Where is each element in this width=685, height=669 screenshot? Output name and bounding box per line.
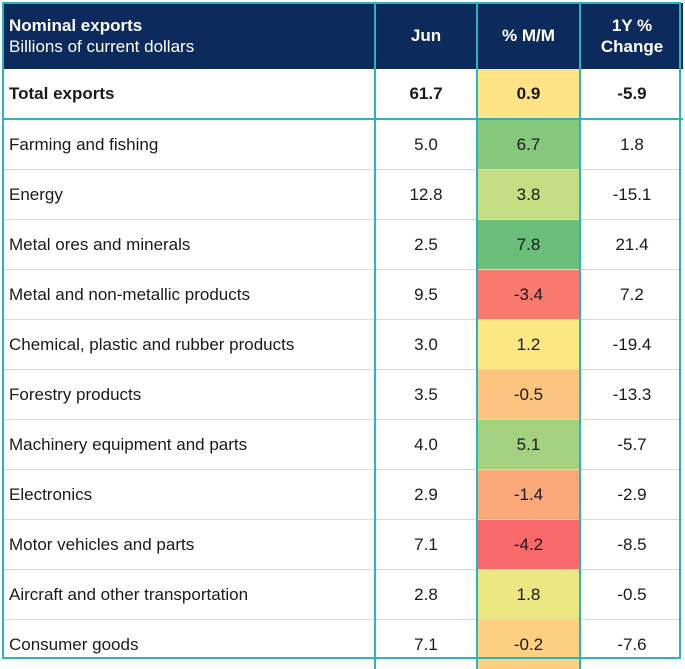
jun-value-cell: 3.5 — [375, 370, 477, 420]
jun-value-cell: 5.0 — [375, 119, 477, 170]
category-name-cell: Electronics — [3, 470, 375, 520]
mm-change-cell: 6.7 — [477, 119, 580, 170]
mm-change-cell: 0.9 — [477, 69, 580, 119]
table-subtitle: Billions of current dollars — [9, 36, 374, 57]
mm-change-cell: 1.2 — [477, 320, 580, 370]
category-name-cell: Total exports — [3, 69, 375, 119]
col-header-yy-line1: 1Y % — [612, 16, 652, 35]
jun-value-cell: 2.8 — [375, 570, 477, 620]
yy-change-cell: -15.1 — [580, 170, 683, 220]
yy-change-cell: 7.2 — [580, 270, 683, 320]
yy-change-cell: -7.6 — [580, 620, 683, 669]
category-name-cell: Metal ores and minerals — [3, 220, 375, 270]
category-name-cell: Machinery equipment and parts — [3, 420, 375, 470]
mm-change-cell: 1.8 — [477, 570, 580, 620]
jun-value-cell: 3.0 — [375, 320, 477, 370]
mm-change-cell: -0.2 — [477, 620, 580, 669]
jun-value-cell: 2.5 — [375, 220, 477, 270]
yy-change-cell: 1.8 — [580, 119, 683, 170]
jun-value-cell: 2.9 — [375, 470, 477, 520]
jun-value-cell: 7.1 — [375, 520, 477, 570]
jun-value-cell: 4.0 — [375, 420, 477, 470]
yy-change-cell: -5.7 — [580, 420, 683, 470]
mm-change-cell: -3.4 — [477, 270, 580, 320]
mm-change-cell: 5.1 — [477, 420, 580, 470]
exports-table: Nominal exports Billions of current doll… — [3, 3, 683, 669]
yy-change-cell: -0.5 — [580, 570, 683, 620]
category-name-cell: Consumer goods — [3, 620, 375, 669]
category-name-cell: Forestry products — [3, 370, 375, 420]
category-name-cell: Farming and fishing — [3, 119, 375, 170]
category-name-cell: Energy — [3, 170, 375, 220]
header-row: Nominal exports Billions of current doll… — [3, 3, 683, 69]
yy-change-cell: 21.4 — [580, 220, 683, 270]
table-title-cell: Nominal exports Billions of current doll… — [3, 3, 375, 69]
col-header-yy: 1Y % Change — [580, 3, 683, 69]
col-header-mm: % M/M — [477, 3, 580, 69]
col-header-yy-line2: Change — [601, 37, 663, 56]
yy-change-cell: -19.4 — [580, 320, 683, 370]
mm-change-cell: 3.8 — [477, 170, 580, 220]
yy-change-cell: -5.9 — [580, 69, 683, 119]
mm-change-cell: -0.5 — [477, 370, 580, 420]
yy-change-cell: -13.3 — [580, 370, 683, 420]
mm-change-cell: -1.4 — [477, 470, 580, 520]
table-title: Nominal exports — [9, 16, 142, 35]
jun-value-cell: 7.1 — [375, 620, 477, 669]
jun-value-cell: 12.8 — [375, 170, 477, 220]
category-name-cell: Aircraft and other transportation — [3, 570, 375, 620]
mm-change-cell: -4.2 — [477, 520, 580, 570]
yy-change-cell: -2.9 — [580, 470, 683, 520]
category-name-cell: Chemical, plastic and rubber products — [3, 320, 375, 370]
jun-value-cell: 9.5 — [375, 270, 477, 320]
jun-value-cell: 61.7 — [375, 69, 477, 119]
col-header-jun: Jun — [375, 3, 477, 69]
category-name-cell: Metal and non-metallic products — [3, 270, 375, 320]
mm-change-cell: 7.8 — [477, 220, 580, 270]
category-name-cell: Motor vehicles and parts — [3, 520, 375, 570]
yy-change-cell: -8.5 — [580, 520, 683, 570]
